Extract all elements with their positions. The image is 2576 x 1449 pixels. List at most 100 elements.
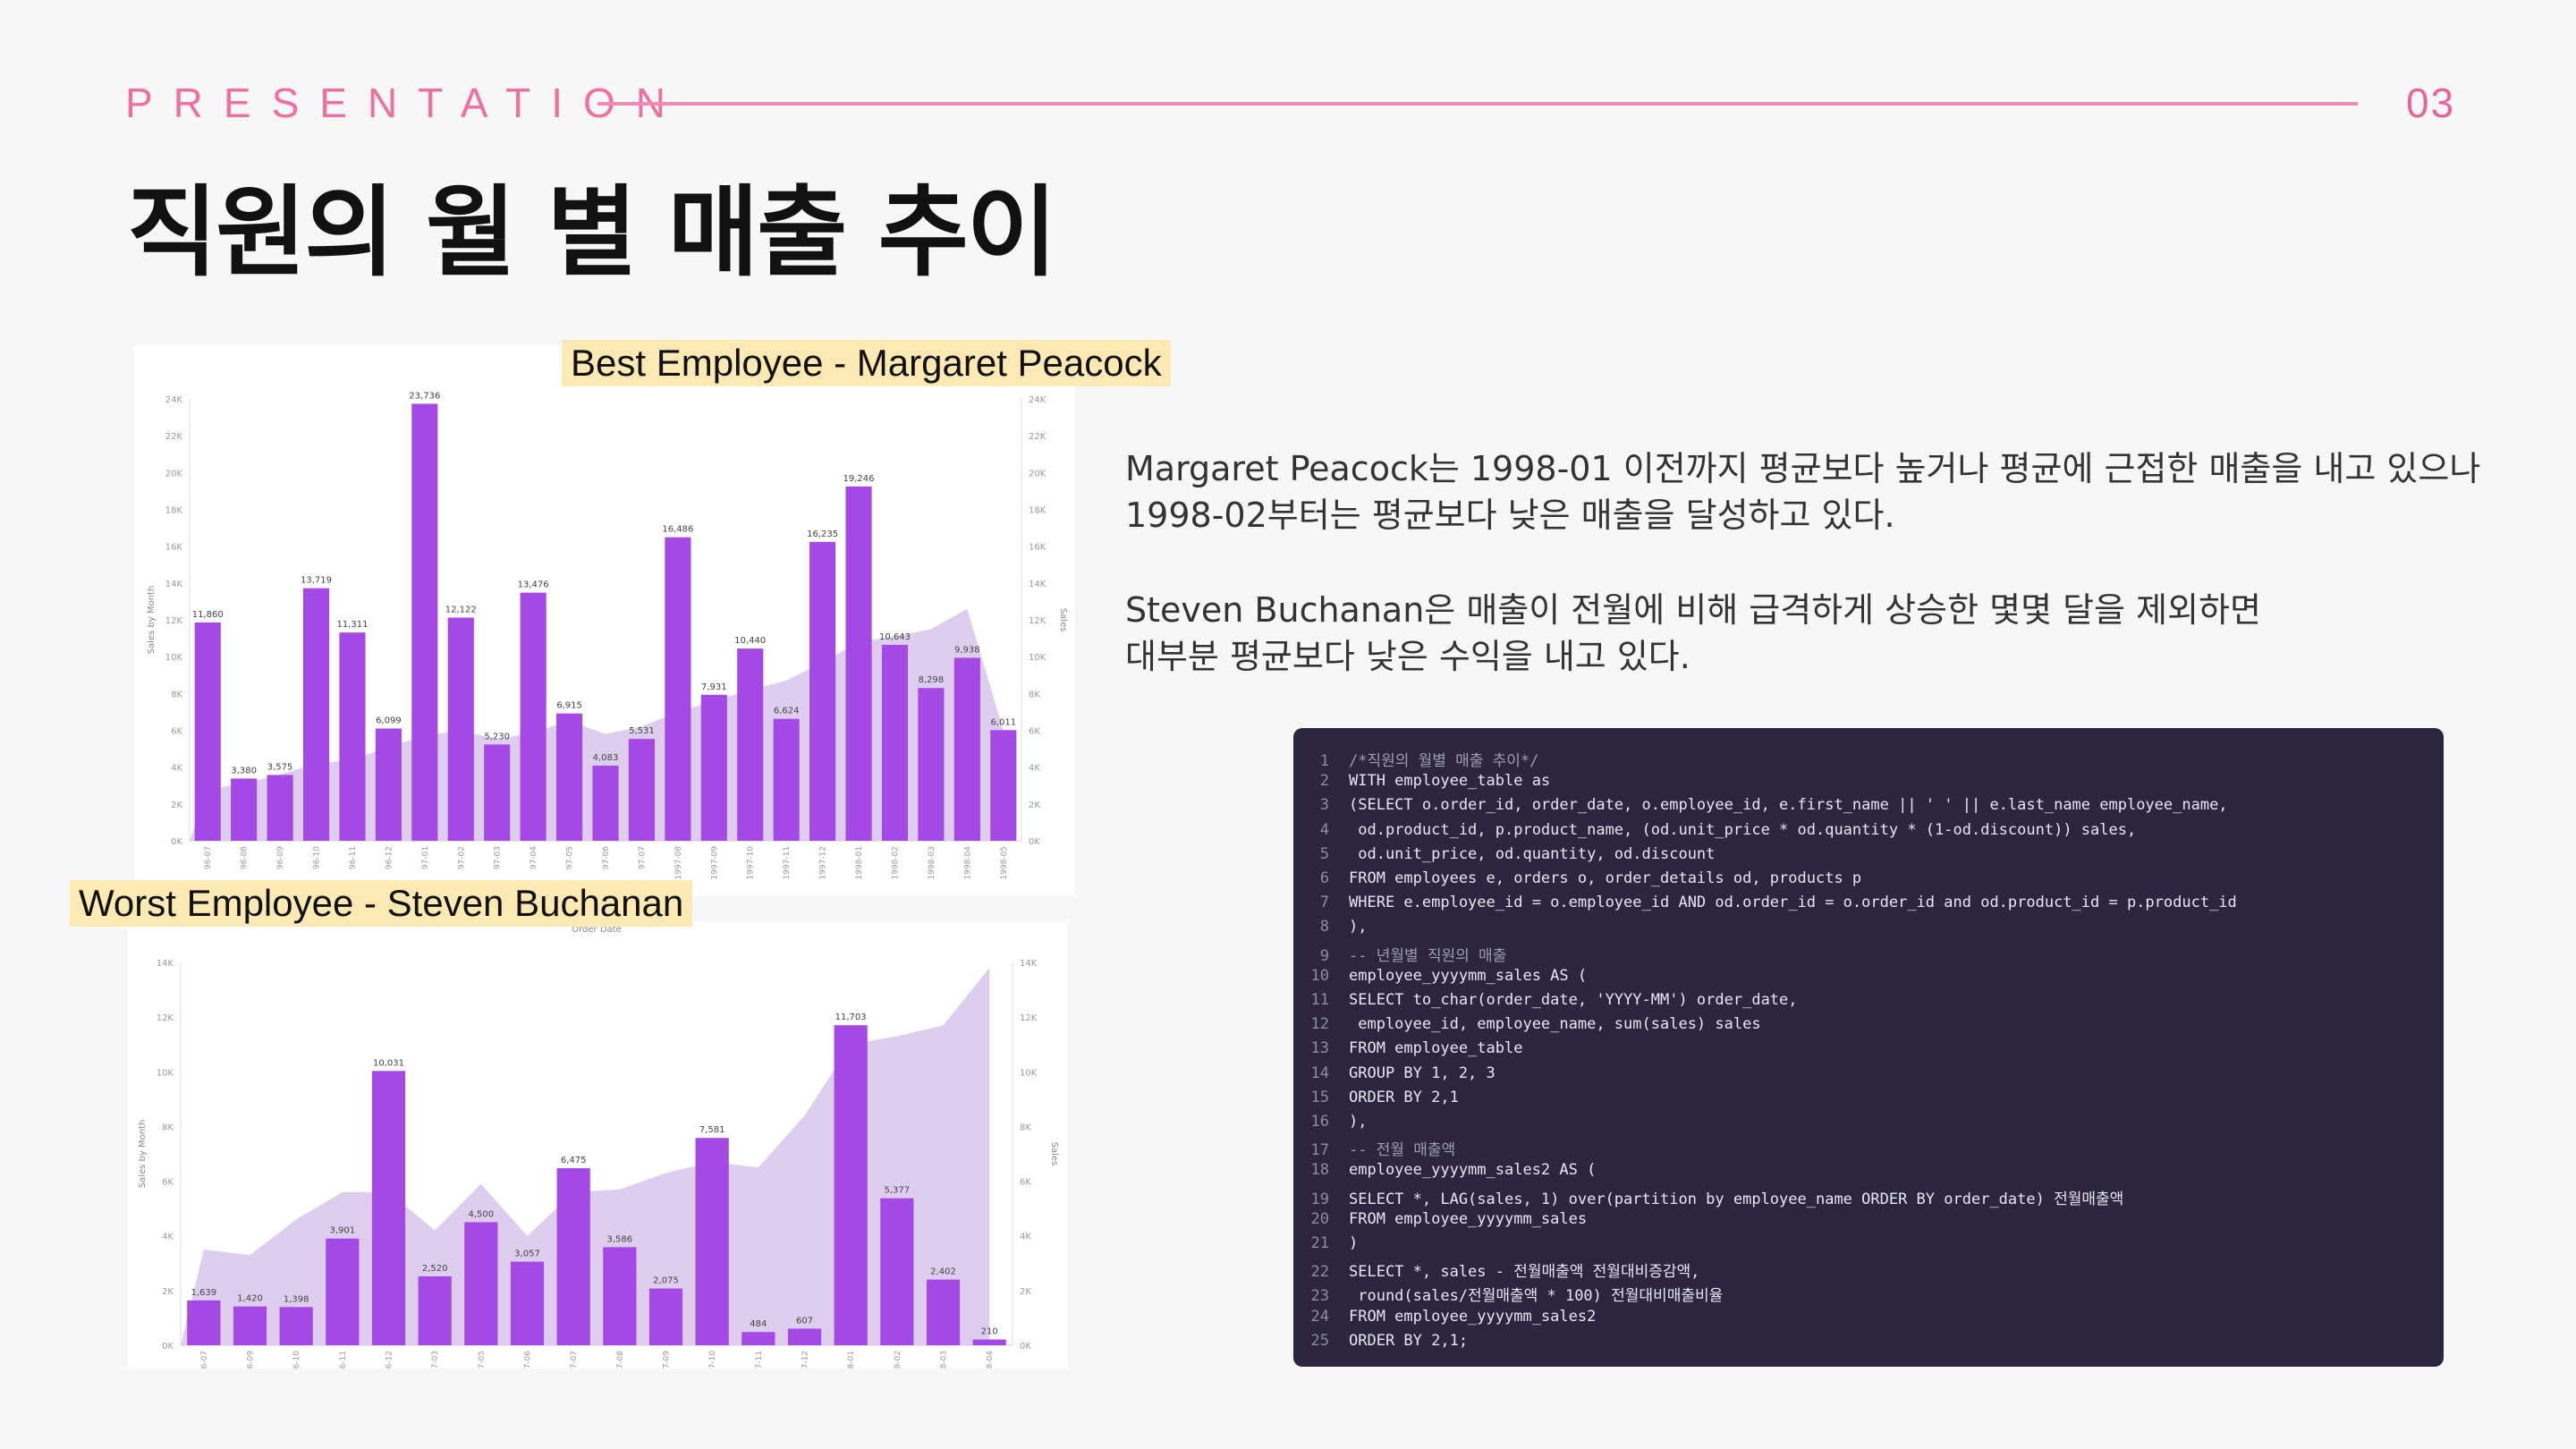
x-tick-label: 1997-12 [801, 1351, 810, 1368]
code-line: 18 employee_yyyymm_sales2 AS ( [1293, 1161, 1597, 1185]
bar [700, 694, 727, 841]
line-number: 4 [1319, 820, 1329, 839]
y-tick-label: 14K [157, 959, 174, 969]
section-kicker: PRESENTATION [125, 80, 686, 126]
data-label: 16,486 [662, 525, 693, 535]
code-line: 22 SELECT *, sales - 전월매출액 전월대비증감액, [1293, 1258, 1700, 1283]
y-tick-label: 4K [162, 1233, 174, 1242]
code-text: od.product_id, p.product_name, (od.unit_… [1349, 820, 2137, 839]
y2-tick-label: 6K [1020, 1178, 1031, 1188]
y-tick-label: 0K [162, 1342, 174, 1352]
x-tick-label: 1997-12 [819, 846, 828, 880]
y-tick-label: 8K [171, 690, 182, 699]
x-tick-label: 1997-11 [783, 846, 792, 880]
y2-tick-label: 12K [1020, 1013, 1038, 1023]
bar [556, 713, 583, 841]
x-tick-label: 1997-09 [710, 846, 719, 880]
bar [787, 1328, 822, 1345]
code-text: od.unit_price, od.quantity, od.discount [1349, 844, 1716, 863]
description-best: Margaret Peacock는 1998-01 이전까지 평균보다 높거나 … [1125, 445, 2480, 538]
code-line: 21) [1293, 1234, 1359, 1258]
line-number: 16 [1310, 1113, 1329, 1131]
bar [628, 739, 655, 841]
data-label: 3,586 [607, 1234, 633, 1244]
code-text: employee_yyyymm_sales AS ( [1349, 966, 1588, 985]
bar [737, 648, 764, 841]
y-tick-label: 20K [165, 469, 183, 479]
code-line: 19 SELECT *, LAG(sales, 1) over(partition… [1293, 1186, 2124, 1210]
best-employee-chart: 0K 0K 2K 2K 4K 4K 6K 6K 8K 8K 10K 10K 12K 12K 14K 14K 16… [147, 391, 1068, 880]
bar [665, 537, 691, 841]
data-label: 1,639 [191, 1288, 217, 1298]
x-tick-label: 1998-01 [847, 1351, 856, 1368]
y-axis-title: Sales by Month [147, 586, 157, 655]
data-label: 10,643 [879, 632, 911, 642]
y-tick-label: 0K [171, 837, 182, 847]
code-line: 14 GROUP BY 1, 2, 3 [1293, 1064, 1496, 1089]
code-text: SELECT *, sales - 전월매출액 전월대비증감액, [1349, 1263, 1700, 1282]
y2-tick-label: 4K [1029, 764, 1040, 774]
data-label: 1,420 [237, 1294, 263, 1304]
code-line: 7 WHERE e.employee_id = o.employee_id AND… [1293, 894, 2237, 918]
y2-tick-label: 2K [1029, 801, 1040, 810]
bar [809, 541, 836, 841]
y2-tick-label: 0K [1029, 837, 1040, 847]
line-number: 17 [1310, 1141, 1329, 1160]
bar [411, 403, 438, 841]
line-number: 13 [1310, 1039, 1329, 1058]
data-label: 3,901 [330, 1226, 356, 1236]
code-text: round(sales/전월매출액 * 100) 전월대비매출비율 [1349, 1287, 1724, 1306]
code-text: ), [1349, 1113, 1368, 1131]
y2-tick-label: 24K [1029, 395, 1046, 405]
x-tick-label: 1996-12 [386, 1351, 394, 1368]
y-tick-label: 16K [165, 543, 183, 553]
line-number: 6 [1319, 869, 1329, 887]
line-number: 12 [1310, 1015, 1329, 1034]
data-label: 2,075 [653, 1276, 679, 1286]
data-label: 3,057 [514, 1250, 540, 1259]
description-best-line1: Margaret Peacock는 1998-01 이전까지 평균보다 높거나 … [1125, 449, 2481, 488]
bar [773, 718, 800, 841]
data-label: 4,083 [593, 753, 619, 763]
data-label: 5,377 [885, 1186, 911, 1196]
y2-tick-label: 14K [1029, 580, 1046, 589]
code-text: ORDER BY 2,1; [1349, 1331, 1469, 1350]
best-employee-chart-panel: 0K 0K 2K 2K 4K 4K 6K 6K 8K 8K 10K 10K 12K 12K 14K 14K 16… [134, 345, 1075, 896]
line-number: 11 [1310, 991, 1329, 1009]
code-line: 5 od.unit_price, od.quantity, od.discoun… [1293, 844, 1716, 869]
code-line: 3 (SELECT o.order_id, order_date, o.emplo… [1293, 796, 2228, 820]
data-label: 607 [796, 1316, 813, 1326]
bar [447, 617, 474, 841]
bar [231, 778, 258, 841]
x-tick-label: 1998-03 [928, 846, 936, 880]
y2-tick-label: 8K [1020, 1123, 1031, 1132]
x-tick-label: 1996-09 [247, 1351, 256, 1368]
data-label: 7,581 [699, 1125, 725, 1135]
x-tick-label: 97-01 [421, 846, 430, 869]
x-tick-label: 97-06 [602, 846, 611, 869]
bar [648, 1288, 683, 1345]
data-label: 11,311 [336, 620, 368, 630]
description-worst: Steven Buchanan은 매출이 전월에 비해 급격하게 상승한 몇몇 … [1125, 587, 2261, 680]
data-label: 6,099 [376, 716, 402, 725]
bar [418, 1275, 452, 1345]
bar [990, 730, 1017, 841]
bar [375, 728, 402, 841]
y-tick-label: 10K [157, 1068, 174, 1078]
code-line: 11 SELECT to_char(order_date, 'YYYY-MM') … [1293, 991, 1798, 1015]
y-tick-label: 12K [157, 1013, 174, 1023]
bar [881, 644, 909, 841]
bar [845, 486, 872, 841]
sql-code-block: 1 /*직원의 월별 매출 추이*/ 2 WITH employee_table as… [1293, 728, 2444, 1367]
y2-tick-label: 18K [1029, 506, 1046, 516]
code-line: 15 ORDER BY 2,1 [1293, 1089, 1459, 1113]
worst-employee-chart-panel: 0K 0K 2K 2K 4K 4K 6K 6K 8K 8K 10K 10K 12K 12K 14K 14K Sa… [127, 921, 1068, 1385]
y2-tick-label: 2K [1020, 1287, 1031, 1297]
data-label: 6,011 [990, 717, 1016, 727]
x-tick-label: 1997-07 [570, 1351, 579, 1368]
y2-tick-label: 20K [1029, 469, 1046, 479]
y2-tick-label: 4K [1020, 1233, 1031, 1242]
bar [592, 765, 619, 841]
y2-axis-title: Sales [1049, 1142, 1059, 1166]
x-tick-label: 1997-10 [747, 846, 756, 880]
